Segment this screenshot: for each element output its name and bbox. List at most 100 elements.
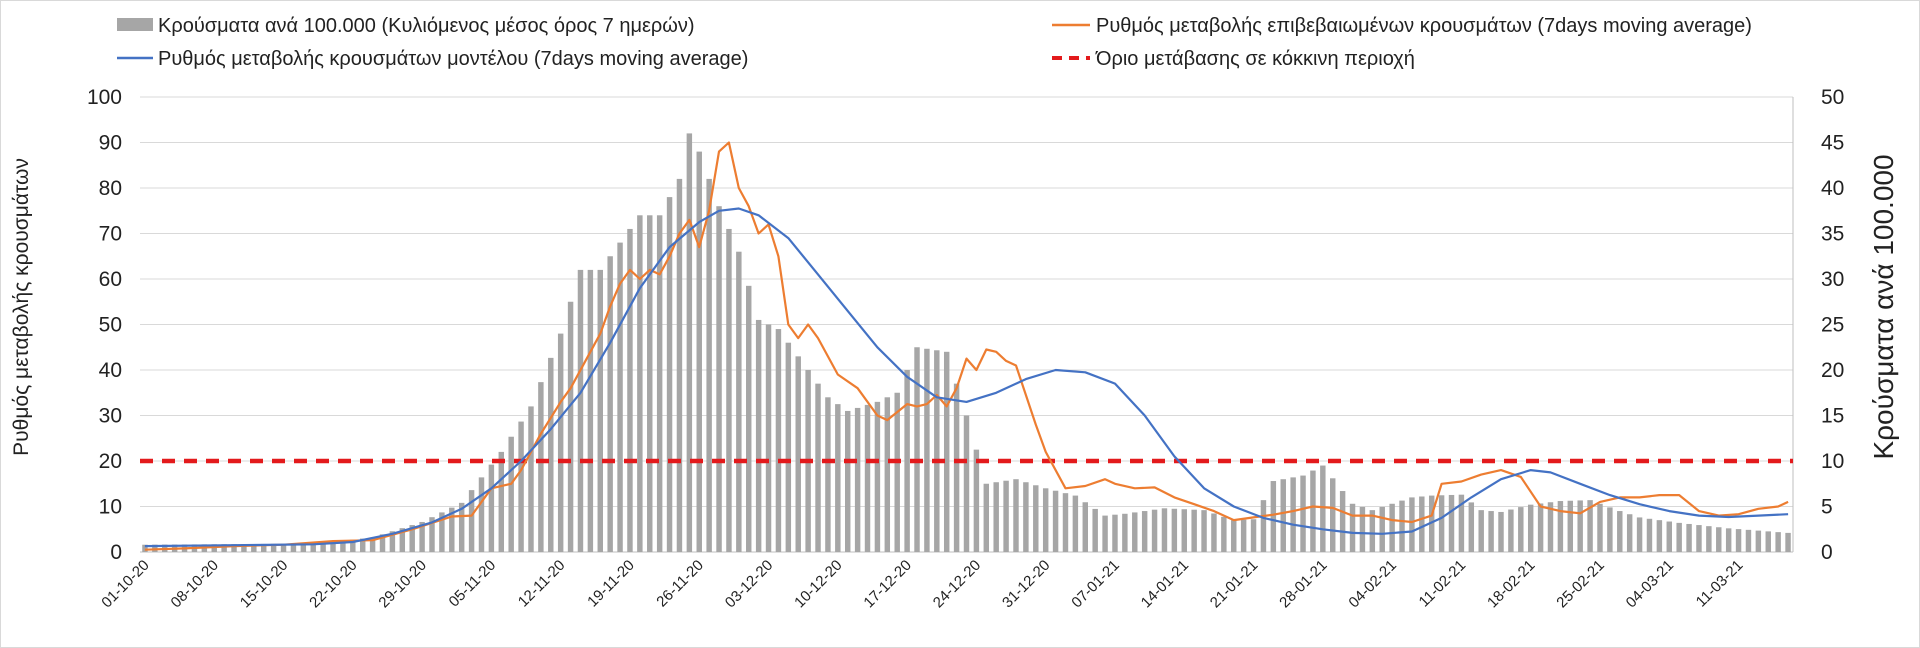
- bar: [1023, 482, 1029, 552]
- bar: [1270, 481, 1277, 552]
- bar: [1330, 478, 1336, 552]
- bar: [736, 251, 742, 552]
- bar: [1221, 516, 1227, 552]
- bar: [1765, 531, 1771, 552]
- bar: [825, 397, 831, 552]
- bar: [934, 350, 940, 552]
- bar: [1686, 523, 1692, 552]
- bar: [330, 541, 336, 552]
- bar: [676, 178, 683, 552]
- bar: [567, 301, 574, 552]
- y2-tick-label: 50: [1821, 86, 1844, 109]
- bar: [1310, 470, 1316, 552]
- y-tick-label: 40: [99, 359, 122, 382]
- bar: [943, 351, 950, 552]
- bars: [142, 133, 1791, 553]
- bar: [1320, 465, 1326, 552]
- y-tick-label: 80: [99, 177, 122, 200]
- bar: [1518, 507, 1524, 552]
- bar: [1359, 506, 1366, 552]
- bar: [429, 517, 435, 552]
- bar: [795, 356, 801, 552]
- bar: [726, 228, 732, 552]
- bar: [1389, 503, 1395, 552]
- bar: [1646, 518, 1653, 552]
- bar: [142, 544, 148, 552]
- y2-tick-label: 15: [1821, 405, 1844, 428]
- bar: [1191, 509, 1197, 552]
- legend-blue-label: Ρυθμός μεταβολής κρουσμάτων μοντέλου (7d…: [158, 48, 748, 70]
- bar: [1399, 500, 1405, 552]
- confirmed-rate-line: [144, 141, 1789, 551]
- bar: [953, 383, 960, 552]
- bar: [1498, 511, 1504, 552]
- bar: [1171, 508, 1178, 552]
- bar: [1626, 514, 1633, 552]
- bar: [1132, 512, 1138, 552]
- bar: [1003, 480, 1009, 552]
- bar: [419, 521, 425, 552]
- bar: [1537, 503, 1544, 552]
- bar: [251, 544, 257, 552]
- bar: [1339, 491, 1346, 552]
- bar: [1112, 514, 1118, 552]
- bar: [280, 543, 287, 552]
- bar: [1300, 475, 1306, 552]
- bar: [1666, 521, 1672, 552]
- bar: [1775, 532, 1781, 552]
- bar: [647, 215, 653, 553]
- y2-axis-title: Κρούσματα ανά 100.000: [1868, 154, 1899, 459]
- bar: [844, 410, 851, 552]
- y-tick-label: 70: [99, 223, 122, 246]
- bar: [587, 269, 594, 552]
- bar: [290, 543, 297, 552]
- bar: [1557, 501, 1564, 552]
- bar: [458, 502, 465, 552]
- bar: [1617, 511, 1623, 552]
- bar: [607, 256, 613, 552]
- bar: [389, 531, 396, 552]
- series-lines: [140, 141, 1793, 551]
- bar: [617, 242, 623, 552]
- bar: [241, 544, 247, 552]
- bar: [983, 483, 990, 552]
- bar: [261, 543, 267, 552]
- y-tick-label: 20: [99, 450, 122, 473]
- bar: [1755, 530, 1762, 552]
- bar: [538, 382, 544, 552]
- y-tick-label: 100: [87, 86, 122, 109]
- bar: [231, 544, 237, 552]
- bar: [637, 215, 643, 553]
- bar: [696, 151, 702, 552]
- bar: [1419, 496, 1425, 552]
- bar: [359, 538, 366, 552]
- bar: [686, 133, 693, 552]
- bar: [716, 206, 722, 552]
- y2-tick-label: 30: [1821, 268, 1844, 291]
- bar: [973, 449, 980, 552]
- bar: [765, 324, 772, 552]
- y-tick-label: 90: [99, 132, 122, 155]
- bar: [894, 392, 900, 552]
- bar: [1607, 507, 1613, 552]
- bar: [864, 404, 871, 552]
- bar: [1161, 508, 1168, 552]
- bar: [1676, 522, 1682, 552]
- model-rate-line: [144, 207, 1789, 548]
- bar: [666, 197, 673, 552]
- bar: [1052, 490, 1059, 552]
- y2-tick-label: 0: [1821, 541, 1833, 564]
- y2-tick-label: 40: [1821, 177, 1844, 200]
- bar: [369, 537, 376, 552]
- bar: [1478, 510, 1484, 552]
- bar: [1072, 495, 1079, 552]
- bar: [1636, 517, 1643, 552]
- bar: [835, 404, 841, 552]
- bar: [1745, 529, 1752, 552]
- bar: [1211, 513, 1217, 552]
- bar: [1082, 502, 1089, 552]
- y2-tick-label: 45: [1821, 132, 1844, 155]
- bar: [854, 407, 861, 552]
- bar: [597, 269, 603, 552]
- bar: [1240, 519, 1247, 552]
